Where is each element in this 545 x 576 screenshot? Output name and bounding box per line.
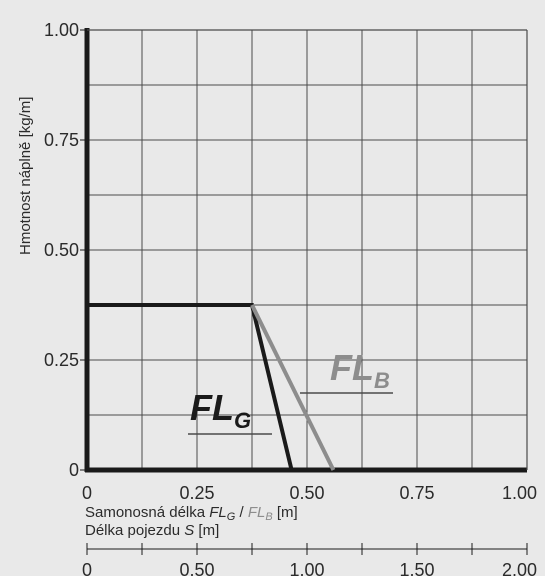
x-axis-label-sep: / — [235, 504, 248, 521]
x-tick-label: 0.25 — [179, 483, 214, 503]
x-tick-labels: 0 0.25 0.50 0.75 1.00 — [82, 483, 537, 503]
secondary-axis-tick-label: 1.50 — [399, 560, 434, 576]
secondary-axis-tick-label: 0.50 — [179, 560, 214, 576]
y-tick-label: 0 — [69, 460, 79, 480]
y-tick-labels: 0 0.25 0.50 0.75 1.00 — [44, 20, 79, 480]
x-tick-label: 0 — [82, 483, 92, 503]
secondary-axis: 0 0.50 1.00 1.50 2.00 — [82, 543, 537, 576]
axes — [80, 28, 528, 473]
secondary-axis-label-unit: [m] — [194, 522, 219, 539]
series-label-fl-b: FLB — [330, 347, 390, 393]
y-tick-label: 1.00 — [44, 20, 79, 40]
series-label-fl-g: FLG — [190, 387, 251, 433]
x-tick-label: 1.00 — [502, 483, 537, 503]
x-axis-label: Samonosná délka FLG / FLB [m] — [85, 504, 298, 523]
series-line-fl-b — [250, 304, 336, 471]
x-axis-label-sub-b: B — [265, 511, 272, 523]
secondary-axis-tick-label: 0 — [82, 560, 92, 576]
y-axis-label: Hmotnost náplně [kg/m] — [17, 97, 34, 255]
y-tick-label: 0.75 — [44, 130, 79, 150]
x-axis-label-sub-g: G — [227, 511, 236, 523]
grid — [87, 30, 527, 470]
x-axis-label-unit: [m] — [273, 504, 298, 521]
y-tick-label: 0.25 — [44, 350, 79, 370]
x-tick-label: 0.75 — [399, 483, 434, 503]
x-tick-label: 0.50 — [289, 483, 324, 503]
secondary-axis-label: Délka pojezdu S [m] — [85, 522, 219, 539]
secondary-axis-label-prefix: Délka pojezdu — [85, 522, 184, 539]
y-tick-label: 0.50 — [44, 240, 79, 260]
x-axis-label-fl-b: FL — [248, 504, 266, 521]
secondary-axis-label-var: S — [184, 522, 194, 539]
x-axis-label-fl-g: FL — [209, 504, 227, 521]
x-axis-label-prefix: Samonosná délka — [85, 504, 209, 521]
secondary-axis-tick-label: 2.00 — [502, 560, 537, 576]
secondary-axis-tick-label: 1.00 — [289, 560, 324, 576]
